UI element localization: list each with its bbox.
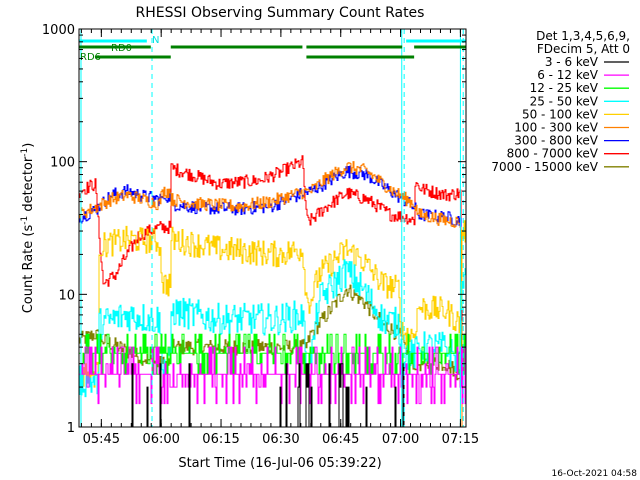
x-tick-label: 07:00 [382,432,419,447]
y-tick-label: 100 [50,156,75,171]
x-tick-label: 06:00 [142,432,179,447]
y-tick-label: 10 [58,288,75,303]
legend-header-decimation: FDecim 5, Att 0 [537,42,630,56]
x-tick-label: 06:30 [262,432,299,447]
series-12-25-kev [79,333,466,375]
overlay-layer: RD0 RD6 N [79,29,466,427]
y-axis-label: Count Rate (s-1 detector-1) [20,143,36,314]
legend-item-50-100-kev: 50 - 100 keV [522,107,629,121]
legend-header-detectors: Det 1,3,4,5,6,9, [536,29,630,43]
x-tick-label: 06:45 [322,432,359,447]
legend-label: 6 - 12 keV [537,68,599,82]
x-tick-label: 05:45 [83,432,120,447]
legend-label: 300 - 800 keV [514,134,598,148]
legend-item-300-800-kev: 300 - 800 keV [514,134,629,148]
series-3-6-kev [90,363,405,427]
x-tick-label: 06:15 [202,432,239,447]
legend-label: 100 - 300 keV [514,121,598,135]
y-tick-label: 1000 [42,23,75,38]
legend-item-6-12-kev: 6 - 12 keV [537,68,629,82]
x-axis-label: Start Time (16-Jul-06 05:39:22) [178,456,381,471]
annotation-rd0: RD0 [111,43,132,54]
plot-frame [78,28,467,428]
legend-label: 7000 - 15000 keV [491,160,598,174]
annotation-rd6: RD6 [80,52,101,63]
chart-title: RHESSI Observing Summary Count Rates [136,5,425,21]
x-tick-label: 07:15 [442,432,479,447]
legend: Det 1,3,4,5,6,9, FDecim 5, Att 0 3 - 6 k… [491,29,630,174]
legend-label: 800 - 7000 keV [507,147,599,161]
legend-label: 12 - 25 keV [530,81,599,95]
legend-item-3-6-kev: 3 - 6 keV [545,55,629,69]
legend-item-12-25-kev: 12 - 25 keV [530,81,629,95]
legend-item-7000-15000-kev: 7000 - 15000 keV [491,160,629,174]
legend-label: 25 - 50 keV [530,94,599,108]
axis-layer: 1 10 100 1000 05:45 06:00 06:15 06:30 06:45 07:00… [42,23,479,447]
y-tick-label: 1 [67,421,75,436]
legend-item-800-7000-kev: 800 - 7000 keV [507,147,629,161]
render-timestamp: 16-Oct-2021 04:58 [552,469,638,479]
legend-item-25-50-kev: 25 - 50 keV [530,94,629,108]
legend-label: 50 - 100 keV [522,107,599,121]
legend-label: 3 - 6 keV [545,55,599,69]
annotation-night: N [152,35,159,46]
series-layer [79,155,466,427]
legend-item-100-300-kev: 100 - 300 keV [514,121,629,135]
